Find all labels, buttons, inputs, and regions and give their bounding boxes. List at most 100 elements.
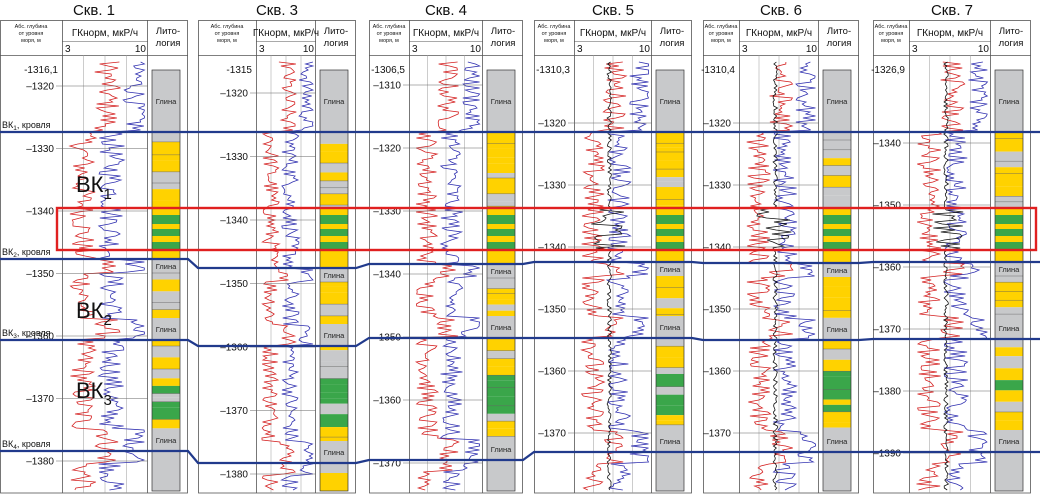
lithology-bed <box>656 430 684 452</box>
lithology-bed <box>823 215 851 224</box>
lithology-bed <box>320 250 348 268</box>
lithology-outline <box>486 69 516 492</box>
lithology-bed <box>320 268 348 282</box>
lithology-bed <box>656 314 684 316</box>
depth-tick-label: –1320 <box>373 144 401 155</box>
lithology-bed <box>823 430 851 452</box>
lithology-bed <box>823 318 851 340</box>
lithology-columns: Глина Глина Глина Глина Глина Глина Глина Глина… <box>151 69 1024 492</box>
lithology-bed <box>823 132 851 141</box>
lithology-bed <box>320 437 348 441</box>
lithology-bed <box>152 183 180 190</box>
gk-scale-max: 10 <box>806 44 818 55</box>
lithology-bed <box>487 250 515 264</box>
lithology-bed <box>487 428 515 437</box>
depth-tick-label: –1340 <box>220 216 248 227</box>
lithology-bed <box>656 316 684 338</box>
lithology-bed <box>487 201 515 207</box>
lithology-bed <box>995 70 1023 132</box>
well-top-depth: -1315 <box>226 65 252 76</box>
depth-tick-label: –1370 <box>873 325 901 336</box>
horizon-line-vk2 <box>0 257 1040 270</box>
lithology-bed <box>320 463 348 473</box>
lithology-bed <box>487 460 515 470</box>
lithology-bed <box>656 298 684 309</box>
gk-scale-max: 10 <box>639 44 651 55</box>
clay-label: Глина <box>827 437 848 446</box>
lithology-bed <box>487 470 515 491</box>
lithology-bed <box>152 309 180 318</box>
lithology-bed <box>152 141 180 155</box>
clay-label: Глина <box>999 265 1020 274</box>
lithology-bed <box>487 224 515 229</box>
lithology-bed <box>320 132 348 144</box>
depth-tick-label: –1340 <box>703 243 731 254</box>
clay-label: Глина <box>324 97 345 106</box>
lithology-bed <box>995 201 1023 208</box>
lithology-bed <box>823 250 851 263</box>
lithology-bed <box>823 158 851 166</box>
depth-tick-label: –1380 <box>220 470 248 481</box>
clay-label: Глина <box>156 325 177 334</box>
gk-curve-black <box>756 61 792 491</box>
lithology-bed <box>487 242 515 250</box>
gk-curve-red <box>746 61 794 491</box>
lithology-bed <box>487 413 515 422</box>
lithology-bed <box>320 229 348 236</box>
clay-label: Глина <box>827 325 848 334</box>
lithology-bed <box>320 187 348 194</box>
lithology-bed <box>152 369 180 379</box>
clay-label: Глина <box>491 267 512 276</box>
lithology-bed <box>656 199 684 206</box>
gk-curve-blue <box>943 61 989 491</box>
lithology-bed <box>152 357 180 370</box>
lithology-bed <box>152 340 180 347</box>
lithology-bed <box>152 259 180 273</box>
lithology-bed <box>320 205 348 208</box>
depth-tick-label: –1360 <box>538 367 566 378</box>
lithology-bed <box>823 263 851 277</box>
lithology-bed <box>320 286 348 293</box>
well-top-depth: -1306,5 <box>371 65 405 76</box>
lithology-column-label: Лито-логия <box>324 26 349 49</box>
lithology-bed <box>487 173 515 178</box>
depth-tick-label: –1370 <box>703 429 731 440</box>
gk-scale-min: 3 <box>912 44 918 55</box>
lithology-bed <box>995 208 1023 215</box>
lithology-bed <box>320 236 348 242</box>
depth-tick-label: –1380 <box>873 387 901 398</box>
clay-label: Глина <box>999 324 1020 333</box>
lithology-bed <box>152 451 180 461</box>
lithology-bed <box>995 132 1023 139</box>
interval-labels: ВК1, кровля ВК2, кровля ВК3, кровля ВК4, кр… <box>2 120 112 451</box>
lithology-bed <box>823 187 851 196</box>
depth-tick-label: –1350 <box>220 279 248 290</box>
gk-column-label: ГКнорм, мкР/ч <box>413 28 479 39</box>
lithology-bed <box>320 304 348 316</box>
gk-curve-blue <box>97 61 146 491</box>
lithology-bed <box>487 278 515 289</box>
lithology-bed <box>656 224 684 229</box>
lithology-bed <box>152 273 180 280</box>
lithology-bed <box>823 195 851 208</box>
lithology-bed <box>995 307 1023 315</box>
lithology-bed <box>656 160 684 170</box>
lithology-bed <box>656 137 684 144</box>
depth-column-label: Абс. глубина от уровня моря, м <box>15 24 49 44</box>
lithology-bed <box>995 282 1023 292</box>
lithology-bed <box>487 316 515 338</box>
lithology-bed <box>320 180 348 188</box>
gk-scale-max: 10 <box>303 44 315 55</box>
lithology-outline <box>151 69 181 492</box>
lithology-outline <box>822 69 852 492</box>
lithology-bed <box>995 291 1023 301</box>
lithology-column-label: Лито-логия <box>660 26 685 49</box>
lithology-bed <box>995 420 1023 430</box>
lithology-bed <box>320 398 348 404</box>
gk-column-label: ГКнорм, мкР/ч <box>580 28 646 39</box>
lithology-bed <box>487 157 515 164</box>
lithology-bed <box>152 302 180 310</box>
lithology-bed <box>823 359 851 372</box>
lithology-bed <box>823 427 851 430</box>
